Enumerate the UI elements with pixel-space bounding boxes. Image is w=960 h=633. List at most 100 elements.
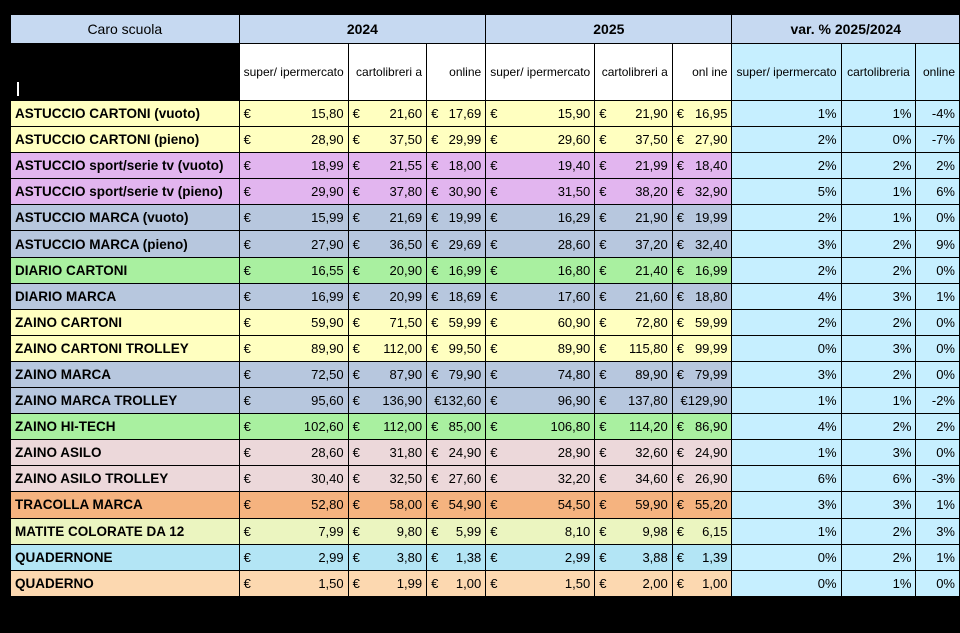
price-cell-2024[interactable]: €30,90: [426, 178, 487, 206]
price-cell-2024[interactable]: €28,90: [238, 126, 349, 154]
item-name-cell[interactable]: ZAINO ASILO: [10, 439, 240, 467]
variation-cell[interactable]: 2%: [731, 126, 842, 154]
price-cell-2025[interactable]: €37,50: [594, 126, 673, 154]
variation-cell[interactable]: 0%: [915, 569, 960, 597]
price-cell-2024[interactable]: €1,38: [426, 543, 487, 571]
variation-cell[interactable]: 1%: [915, 282, 960, 310]
price-cell-2025[interactable]: €17,60: [485, 282, 596, 310]
price-cell-2025[interactable]: €2,99: [485, 543, 596, 571]
price-cell-2025[interactable]: €19,99: [671, 204, 733, 232]
variation-cell[interactable]: 6%: [840, 465, 917, 493]
price-cell-2024[interactable]: €1,99: [347, 569, 428, 597]
price-cell-2024[interactable]: €18,00: [426, 152, 487, 180]
price-cell-2025[interactable]: €8,10: [485, 517, 596, 545]
item-name-cell[interactable]: TRACOLLA MARCA: [10, 491, 240, 519]
price-cell-2025[interactable]: €24,90: [671, 439, 733, 467]
price-cell-2025[interactable]: €32,90: [671, 178, 733, 206]
variation-cell[interactable]: 3%: [840, 334, 917, 362]
variation-cell[interactable]: 2%: [840, 152, 917, 180]
price-cell-2025[interactable]: €1,00: [671, 569, 733, 597]
variation-cell[interactable]: 1%: [731, 439, 842, 467]
price-cell-2024[interactable]: €72,50: [238, 360, 349, 389]
variation-cell[interactable]: 9%: [915, 230, 960, 258]
price-cell-2024[interactable]: €89,90: [238, 334, 349, 362]
price-cell-2025[interactable]: €32,60: [594, 439, 673, 467]
price-cell-2025[interactable]: €38,20: [594, 178, 673, 206]
item-name-cell[interactable]: ZAINO MARCA TROLLEY: [10, 387, 240, 415]
price-cell-2024[interactable]: €87,90: [347, 360, 428, 389]
price-cell-2024[interactable]: €16,55: [238, 256, 349, 284]
price-cell-2024[interactable]: €21,69: [347, 204, 428, 232]
price-cell-2025[interactable]: €32,20: [485, 465, 596, 493]
price-cell-2025[interactable]: €21,90: [594, 99, 673, 128]
price-cell-2025[interactable]: €59,99: [671, 308, 733, 336]
variation-cell[interactable]: 2%: [840, 360, 917, 389]
price-cell-2025[interactable]: €2,00: [594, 569, 673, 597]
price-cell-2024[interactable]: €112,00: [347, 334, 428, 362]
variation-cell[interactable]: 3%: [731, 360, 842, 389]
variation-cell[interactable]: 0%: [915, 439, 960, 467]
variation-cell[interactable]: 1%: [840, 99, 917, 128]
price-cell-2024[interactable]: €112,00: [347, 413, 428, 441]
variation-cell[interactable]: 2%: [731, 152, 842, 180]
variation-cell[interactable]: 6%: [731, 465, 842, 493]
price-cell-2024[interactable]: €99,50: [426, 334, 487, 362]
variation-cell[interactable]: 4%: [731, 413, 842, 441]
price-cell-2024[interactable]: €29,90: [238, 178, 349, 206]
price-cell-2025[interactable]: €34,60: [594, 465, 673, 493]
price-cell-2024[interactable]: €52,80: [238, 491, 349, 519]
price-cell-2024[interactable]: €20,90: [347, 256, 428, 284]
variation-cell[interactable]: 2%: [840, 413, 917, 441]
variation-cell[interactable]: 0%: [915, 256, 960, 284]
variation-cell[interactable]: -7%: [915, 126, 960, 154]
price-cell-2025[interactable]: €55,20: [671, 491, 733, 519]
price-cell-2024[interactable]: €54,90: [426, 491, 487, 519]
variation-cell[interactable]: 1%: [915, 543, 960, 571]
item-name-cell[interactable]: ZAINO HI-TECH: [10, 413, 240, 441]
price-cell-2024[interactable]: €16,99: [426, 256, 487, 284]
price-cell-2025[interactable]: €19,40: [485, 152, 596, 180]
variation-cell[interactable]: 0%: [731, 569, 842, 597]
price-cell-2024[interactable]: €16,99: [238, 282, 349, 310]
variation-cell[interactable]: -2%: [915, 387, 960, 415]
price-cell-2025[interactable]: €115,80: [594, 334, 673, 362]
price-cell-2024[interactable]: €37,50: [347, 126, 428, 154]
variation-cell[interactable]: 0%: [840, 126, 917, 154]
item-name-cell[interactable]: ASTUCCIO sport/serie tv (vuoto): [10, 152, 240, 180]
price-cell-2024[interactable]: €29,99: [426, 126, 487, 154]
variation-cell[interactable]: 0%: [915, 334, 960, 362]
variation-cell[interactable]: 2%: [840, 517, 917, 545]
price-cell-2025[interactable]: €16,99: [671, 256, 733, 284]
price-cell-2025[interactable]: €96,90: [485, 387, 596, 415]
item-name-cell[interactable]: ASTUCCIO MARCA (vuoto): [10, 204, 240, 232]
item-name-cell[interactable]: ZAINO ASILO TROLLEY: [10, 465, 240, 493]
price-cell-2024[interactable]: €132,60: [426, 387, 487, 415]
variation-cell[interactable]: 2%: [731, 308, 842, 336]
variation-cell[interactable]: 3%: [840, 282, 917, 310]
price-cell-2024[interactable]: €27,60: [426, 465, 487, 493]
variation-cell[interactable]: 3%: [731, 491, 842, 519]
item-name-cell[interactable]: ASTUCCIO CARTONI (vuoto): [10, 99, 240, 128]
item-name-cell[interactable]: ZAINO CARTONI TROLLEY: [10, 334, 240, 362]
item-name-cell[interactable]: DIARIO MARCA: [10, 282, 240, 310]
price-cell-2025[interactable]: €21,60: [594, 282, 673, 310]
price-cell-2024[interactable]: €15,80: [238, 99, 349, 128]
variation-cell[interactable]: -3%: [915, 465, 960, 493]
variation-cell[interactable]: 0%: [915, 360, 960, 389]
variation-cell[interactable]: 5%: [731, 178, 842, 206]
variation-cell[interactable]: 4%: [731, 282, 842, 310]
item-name-cell[interactable]: QUADERNONE: [10, 543, 240, 571]
price-cell-2024[interactable]: €18,99: [238, 152, 349, 180]
price-cell-2025[interactable]: €29,60: [485, 126, 596, 154]
variation-cell[interactable]: 2%: [840, 230, 917, 258]
price-cell-2025[interactable]: €129,90: [671, 387, 733, 415]
price-cell-2024[interactable]: €71,50: [347, 308, 428, 336]
variation-cell[interactable]: 1%: [915, 491, 960, 519]
variation-cell[interactable]: 1%: [840, 569, 917, 597]
price-cell-2024[interactable]: €1,00: [426, 569, 487, 597]
price-cell-2025[interactable]: €59,90: [594, 491, 673, 519]
price-cell-2024[interactable]: €136,90: [347, 387, 428, 415]
price-cell-2024[interactable]: €58,00: [347, 491, 428, 519]
price-cell-2024[interactable]: €102,60: [238, 413, 349, 441]
price-cell-2025[interactable]: €16,95: [671, 99, 733, 128]
